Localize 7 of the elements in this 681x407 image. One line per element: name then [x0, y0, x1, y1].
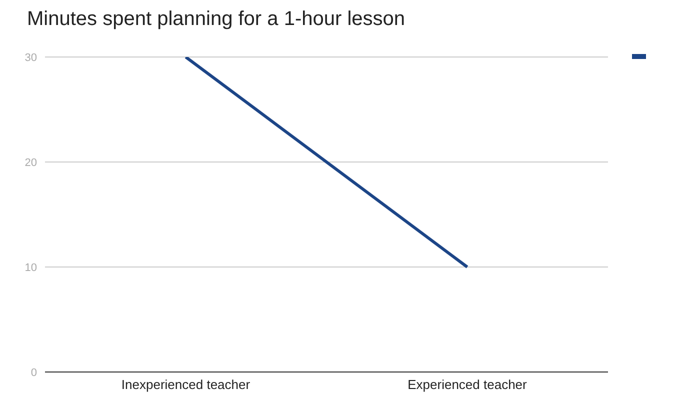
x-tick-label: Experienced teacher — [408, 377, 528, 392]
y-tick-label: 0 — [30, 366, 37, 379]
chart-title: Minutes spent planning for a 1-hour lesson — [27, 8, 406, 31]
y-tick-label: 10 — [24, 262, 37, 274]
x-tick-label: Inexperienced teacher — [121, 377, 251, 392]
y-tick-label: 30 — [24, 52, 37, 64]
y-tick-label: 20 — [24, 156, 37, 169]
